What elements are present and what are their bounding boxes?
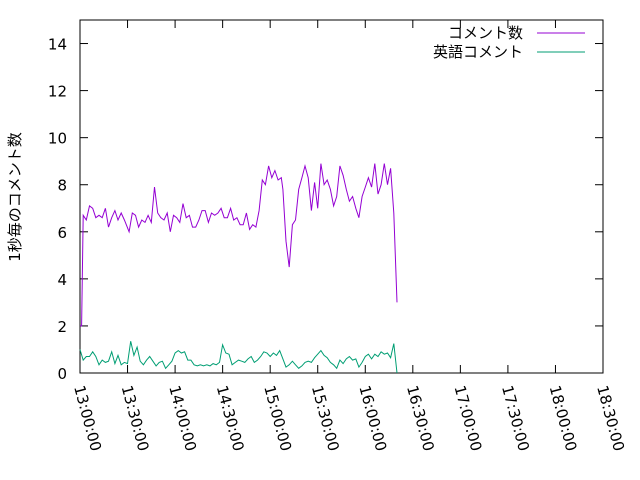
y-tick-label: 14 [48,36,67,54]
y-tick-label: 6 [57,224,67,242]
y-tick-label: 4 [57,271,67,289]
legend-label-2: 英語コメント [433,43,523,61]
plot-border [79,19,604,374]
series-line-1 [80,163,398,327]
y-tick-label: 2 [57,318,67,336]
legend-label-1: コメント数 [448,24,523,42]
series-line-2 [79,341,398,374]
y-tick-label: 10 [48,130,67,148]
y-tick-label: 12 [48,83,67,101]
y-tick-label: 8 [57,177,67,195]
y-tick-label: 0 [57,365,67,383]
y-axis-label: 1秒毎のコメント数 [6,132,24,262]
